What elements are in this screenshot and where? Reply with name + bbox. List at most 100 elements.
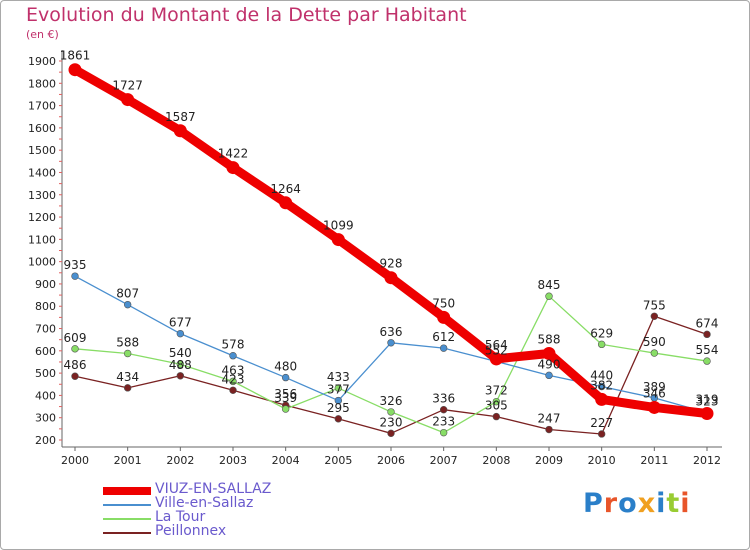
data-point[interactable]	[279, 196, 293, 210]
data-point[interactable]	[226, 161, 240, 175]
data-point[interactable]	[439, 428, 448, 437]
data-label: 1587	[165, 110, 196, 124]
data-label: 928	[380, 257, 403, 271]
data-point[interactable]	[597, 340, 606, 349]
series-0	[68, 63, 714, 420]
data-point[interactable]	[545, 371, 553, 380]
data-point[interactable]	[387, 429, 395, 438]
data-label: 433	[327, 370, 350, 384]
data-point[interactable]	[492, 412, 501, 421]
data-label: 609	[64, 331, 87, 345]
data-label: 612	[432, 330, 455, 344]
data-point[interactable]	[439, 344, 448, 352]
chart-title: Evolution du Montant de la Dette par Hab…	[26, 4, 467, 26]
data-point[interactable]	[700, 406, 714, 420]
data-point[interactable]	[650, 312, 659, 320]
data-point[interactable]	[437, 310, 451, 324]
data-label: 490	[538, 357, 561, 371]
data-label: 677	[169, 316, 192, 330]
x-tick-label: 2004	[272, 454, 300, 467]
data-point[interactable]	[334, 396, 343, 405]
data-point[interactable]	[176, 329, 185, 338]
data-point[interactable]	[229, 352, 237, 360]
legend-swatch-peillonnex	[103, 532, 151, 534]
data-label: 377	[327, 383, 350, 397]
data-point[interactable]	[387, 339, 395, 347]
data-label: 319	[696, 392, 719, 406]
data-point[interactable]	[173, 124, 187, 138]
data-point[interactable]	[595, 392, 609, 406]
x-tick-label: 2008	[482, 454, 510, 467]
data-point[interactable]	[703, 330, 711, 339]
data-label: 578	[222, 338, 245, 352]
y-tick-label: 600	[35, 345, 56, 358]
data-label: 339	[274, 391, 297, 405]
data-label: 480	[274, 360, 297, 374]
data-point[interactable]	[334, 415, 343, 423]
data-point[interactable]	[492, 397, 501, 406]
data-point[interactable]	[71, 372, 79, 380]
data-label: 233	[432, 415, 455, 429]
data-point[interactable]	[176, 372, 185, 380]
data-label: 750	[432, 296, 455, 310]
data-point[interactable]	[384, 271, 398, 285]
data-point[interactable]	[123, 384, 132, 392]
data-point[interactable]	[439, 405, 448, 414]
proxiti-logo: Proxiti	[583, 488, 691, 519]
data-point[interactable]	[123, 349, 132, 358]
data-point[interactable]	[176, 360, 185, 368]
data-point[interactable]	[71, 272, 79, 280]
data-point[interactable]	[597, 430, 606, 438]
data-point[interactable]	[331, 233, 345, 247]
data-label: 486	[64, 358, 87, 372]
logo-letter: r	[603, 488, 619, 519]
data-point[interactable]	[650, 349, 659, 357]
data-point[interactable]	[545, 425, 553, 434]
y-tick-label: 500	[35, 367, 56, 380]
x-tick-label: 2006	[377, 454, 405, 467]
y-tick-label: 800	[35, 300, 56, 313]
data-label: 935	[64, 258, 87, 272]
data-point[interactable]	[121, 93, 135, 107]
y-tick-label: 1300	[28, 189, 56, 202]
data-label: 755	[643, 298, 666, 312]
data-label: 1861	[60, 49, 91, 63]
legend-label-viuz-en-sallaz: VIUZ-EN-SALLAZ	[155, 481, 272, 497]
data-label: 346	[643, 386, 666, 400]
data-label: 389	[643, 380, 666, 394]
data-point[interactable]	[123, 300, 132, 309]
data-point[interactable]	[229, 386, 237, 394]
data-label: 488	[169, 358, 192, 372]
data-label: 636	[380, 325, 403, 339]
logo-letter: t	[666, 488, 681, 519]
data-label: 552	[485, 344, 508, 358]
data-point[interactable]	[68, 63, 82, 77]
x-tick-label: 2002	[166, 454, 194, 467]
y-tick-label: 1200	[28, 211, 56, 224]
logo-letter: x	[637, 488, 657, 519]
data-point[interactable]	[229, 377, 237, 386]
data-point[interactable]	[703, 357, 711, 365]
data-label: 674	[696, 316, 719, 330]
y-tick-label: 1700	[28, 100, 56, 113]
data-label: 845	[538, 278, 561, 292]
data-point[interactable]	[281, 373, 290, 382]
data-label: 590	[643, 335, 666, 349]
legend-label-peillonnex: Peillonnex	[155, 523, 227, 539]
data-point[interactable]	[281, 405, 290, 413]
data-point[interactable]	[542, 346, 556, 360]
legend-swatch-viuz-en-sallaz	[103, 487, 151, 495]
data-point[interactable]	[387, 408, 395, 416]
data-label: 1727	[112, 79, 143, 93]
data-label: 356	[274, 387, 297, 401]
data-label: 336	[432, 392, 455, 406]
legend-label-ville-en-sallaz: Ville-en-Sallaz	[155, 495, 254, 511]
data-point[interactable]	[71, 345, 79, 353]
data-point[interactable]	[647, 400, 661, 414]
data-point[interactable]	[545, 292, 553, 300]
data-point[interactable]	[489, 352, 503, 366]
data-label: 807	[116, 287, 139, 301]
line-chart: 200 300 400 500 600 700 800 900 1000 1100 1200 1300…	[28, 49, 722, 467]
data-point[interactable]	[597, 382, 606, 391]
data-point[interactable]	[334, 384, 343, 392]
